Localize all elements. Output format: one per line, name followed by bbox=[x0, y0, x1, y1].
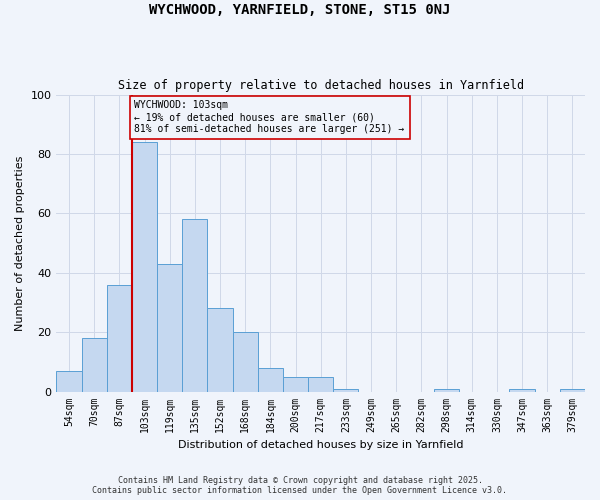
Bar bbox=[560, 388, 585, 392]
Bar bbox=[107, 284, 132, 392]
Title: Size of property relative to detached houses in Yarnfield: Size of property relative to detached ho… bbox=[118, 79, 524, 92]
Bar bbox=[132, 142, 157, 392]
Bar bbox=[208, 308, 233, 392]
Bar bbox=[434, 388, 459, 392]
Y-axis label: Number of detached properties: Number of detached properties bbox=[15, 156, 25, 330]
Bar bbox=[56, 371, 82, 392]
Bar bbox=[283, 376, 308, 392]
Bar bbox=[182, 220, 208, 392]
Bar bbox=[308, 376, 333, 392]
X-axis label: Distribution of detached houses by size in Yarnfield: Distribution of detached houses by size … bbox=[178, 440, 463, 450]
Bar bbox=[509, 388, 535, 392]
Text: WYCHWOOD: 103sqm
← 19% of detached houses are smaller (60)
81% of semi-detached : WYCHWOOD: 103sqm ← 19% of detached house… bbox=[134, 100, 404, 134]
Bar bbox=[233, 332, 258, 392]
Text: Contains HM Land Registry data © Crown copyright and database right 2025.
Contai: Contains HM Land Registry data © Crown c… bbox=[92, 476, 508, 495]
Bar bbox=[333, 388, 358, 392]
Bar bbox=[82, 338, 107, 392]
Bar bbox=[157, 264, 182, 392]
Bar bbox=[258, 368, 283, 392]
Text: WYCHWOOD, YARNFIELD, STONE, ST15 0NJ: WYCHWOOD, YARNFIELD, STONE, ST15 0NJ bbox=[149, 2, 451, 16]
